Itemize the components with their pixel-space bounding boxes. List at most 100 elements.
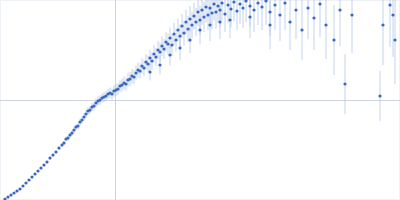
data-point xyxy=(82,115,85,118)
data-point xyxy=(18,187,21,190)
error-bar xyxy=(390,0,391,47)
data-point xyxy=(216,4,219,7)
error-bar xyxy=(308,0,309,39)
data-point xyxy=(212,2,215,5)
data-point xyxy=(194,20,197,23)
data-point xyxy=(393,38,396,41)
data-point xyxy=(178,34,181,37)
data-point xyxy=(162,47,165,50)
data-point xyxy=(6,195,9,198)
data-point xyxy=(168,53,171,56)
data-point xyxy=(202,15,205,18)
data-point xyxy=(198,28,201,31)
data-point xyxy=(146,62,149,65)
data-point xyxy=(232,0,235,3)
chart-svg xyxy=(0,0,400,200)
error-bar xyxy=(266,0,267,25)
data-point xyxy=(196,10,199,13)
data-point xyxy=(33,172,36,175)
data-point xyxy=(39,166,42,169)
data-point xyxy=(45,160,48,163)
data-point xyxy=(226,3,229,6)
data-point xyxy=(148,70,151,73)
data-point xyxy=(36,169,39,172)
error-bar xyxy=(393,0,394,57)
data-point xyxy=(76,124,79,127)
data-point xyxy=(391,13,394,16)
error-bar xyxy=(280,0,281,41)
data-point xyxy=(148,56,151,59)
data-point xyxy=(210,11,213,14)
data-point xyxy=(186,27,189,30)
data-point xyxy=(180,24,183,27)
error-bar xyxy=(202,0,203,25)
data-point xyxy=(273,3,276,6)
data-point xyxy=(92,104,95,107)
data-point xyxy=(229,7,232,10)
data-point xyxy=(198,18,201,21)
data-point xyxy=(168,36,171,39)
data-point xyxy=(228,18,231,21)
error-bar xyxy=(352,0,353,53)
data-point xyxy=(278,13,281,16)
data-point xyxy=(152,52,155,55)
data-point xyxy=(3,197,6,200)
error-bars xyxy=(5,0,395,200)
error-bar xyxy=(225,0,226,32)
data-point xyxy=(9,193,12,196)
data-point xyxy=(182,31,185,34)
data-point xyxy=(294,8,297,11)
grid-line-y xyxy=(0,100,400,101)
error-bar xyxy=(326,0,327,59)
data-point xyxy=(54,150,57,153)
data-point xyxy=(110,92,113,95)
data-point xyxy=(188,38,191,41)
error-bar xyxy=(206,0,207,23)
error-bar xyxy=(296,0,297,39)
data-point xyxy=(80,118,83,121)
data-point xyxy=(235,9,238,12)
data-point xyxy=(72,128,75,131)
data-point xyxy=(150,59,153,62)
data-point xyxy=(268,23,271,26)
data-point xyxy=(48,156,51,159)
data-point xyxy=(192,14,195,17)
error-bar xyxy=(314,0,315,50)
data-point xyxy=(312,16,315,19)
data-point xyxy=(15,189,18,192)
error-bar xyxy=(383,0,384,65)
data-point xyxy=(160,44,163,47)
data-point xyxy=(200,8,203,11)
data-point xyxy=(208,23,211,26)
data-group xyxy=(3,0,396,200)
chart-container xyxy=(0,0,400,200)
data-point xyxy=(128,77,131,80)
data-point xyxy=(116,87,119,90)
data-point xyxy=(134,71,137,74)
data-point xyxy=(170,43,173,46)
data-point xyxy=(27,178,30,181)
data-point xyxy=(12,191,15,194)
data-point xyxy=(256,1,259,4)
data-point xyxy=(174,38,177,41)
data-point xyxy=(388,3,391,6)
error-bar xyxy=(218,0,219,23)
data-point xyxy=(84,112,87,115)
data-point xyxy=(223,12,226,15)
data-point xyxy=(124,82,127,85)
data-point xyxy=(381,23,384,26)
data-point xyxy=(264,0,267,3)
error-bar xyxy=(216,0,217,29)
data-point xyxy=(158,63,161,66)
data-point xyxy=(70,131,73,134)
data-point xyxy=(154,55,157,58)
data-point xyxy=(208,6,211,9)
data-point xyxy=(318,2,321,5)
data-point xyxy=(306,6,309,9)
data-point xyxy=(88,108,91,111)
data-point xyxy=(172,32,175,35)
data-point xyxy=(214,10,217,13)
data-point xyxy=(343,82,346,85)
data-point xyxy=(260,5,263,8)
data-point xyxy=(51,153,54,156)
